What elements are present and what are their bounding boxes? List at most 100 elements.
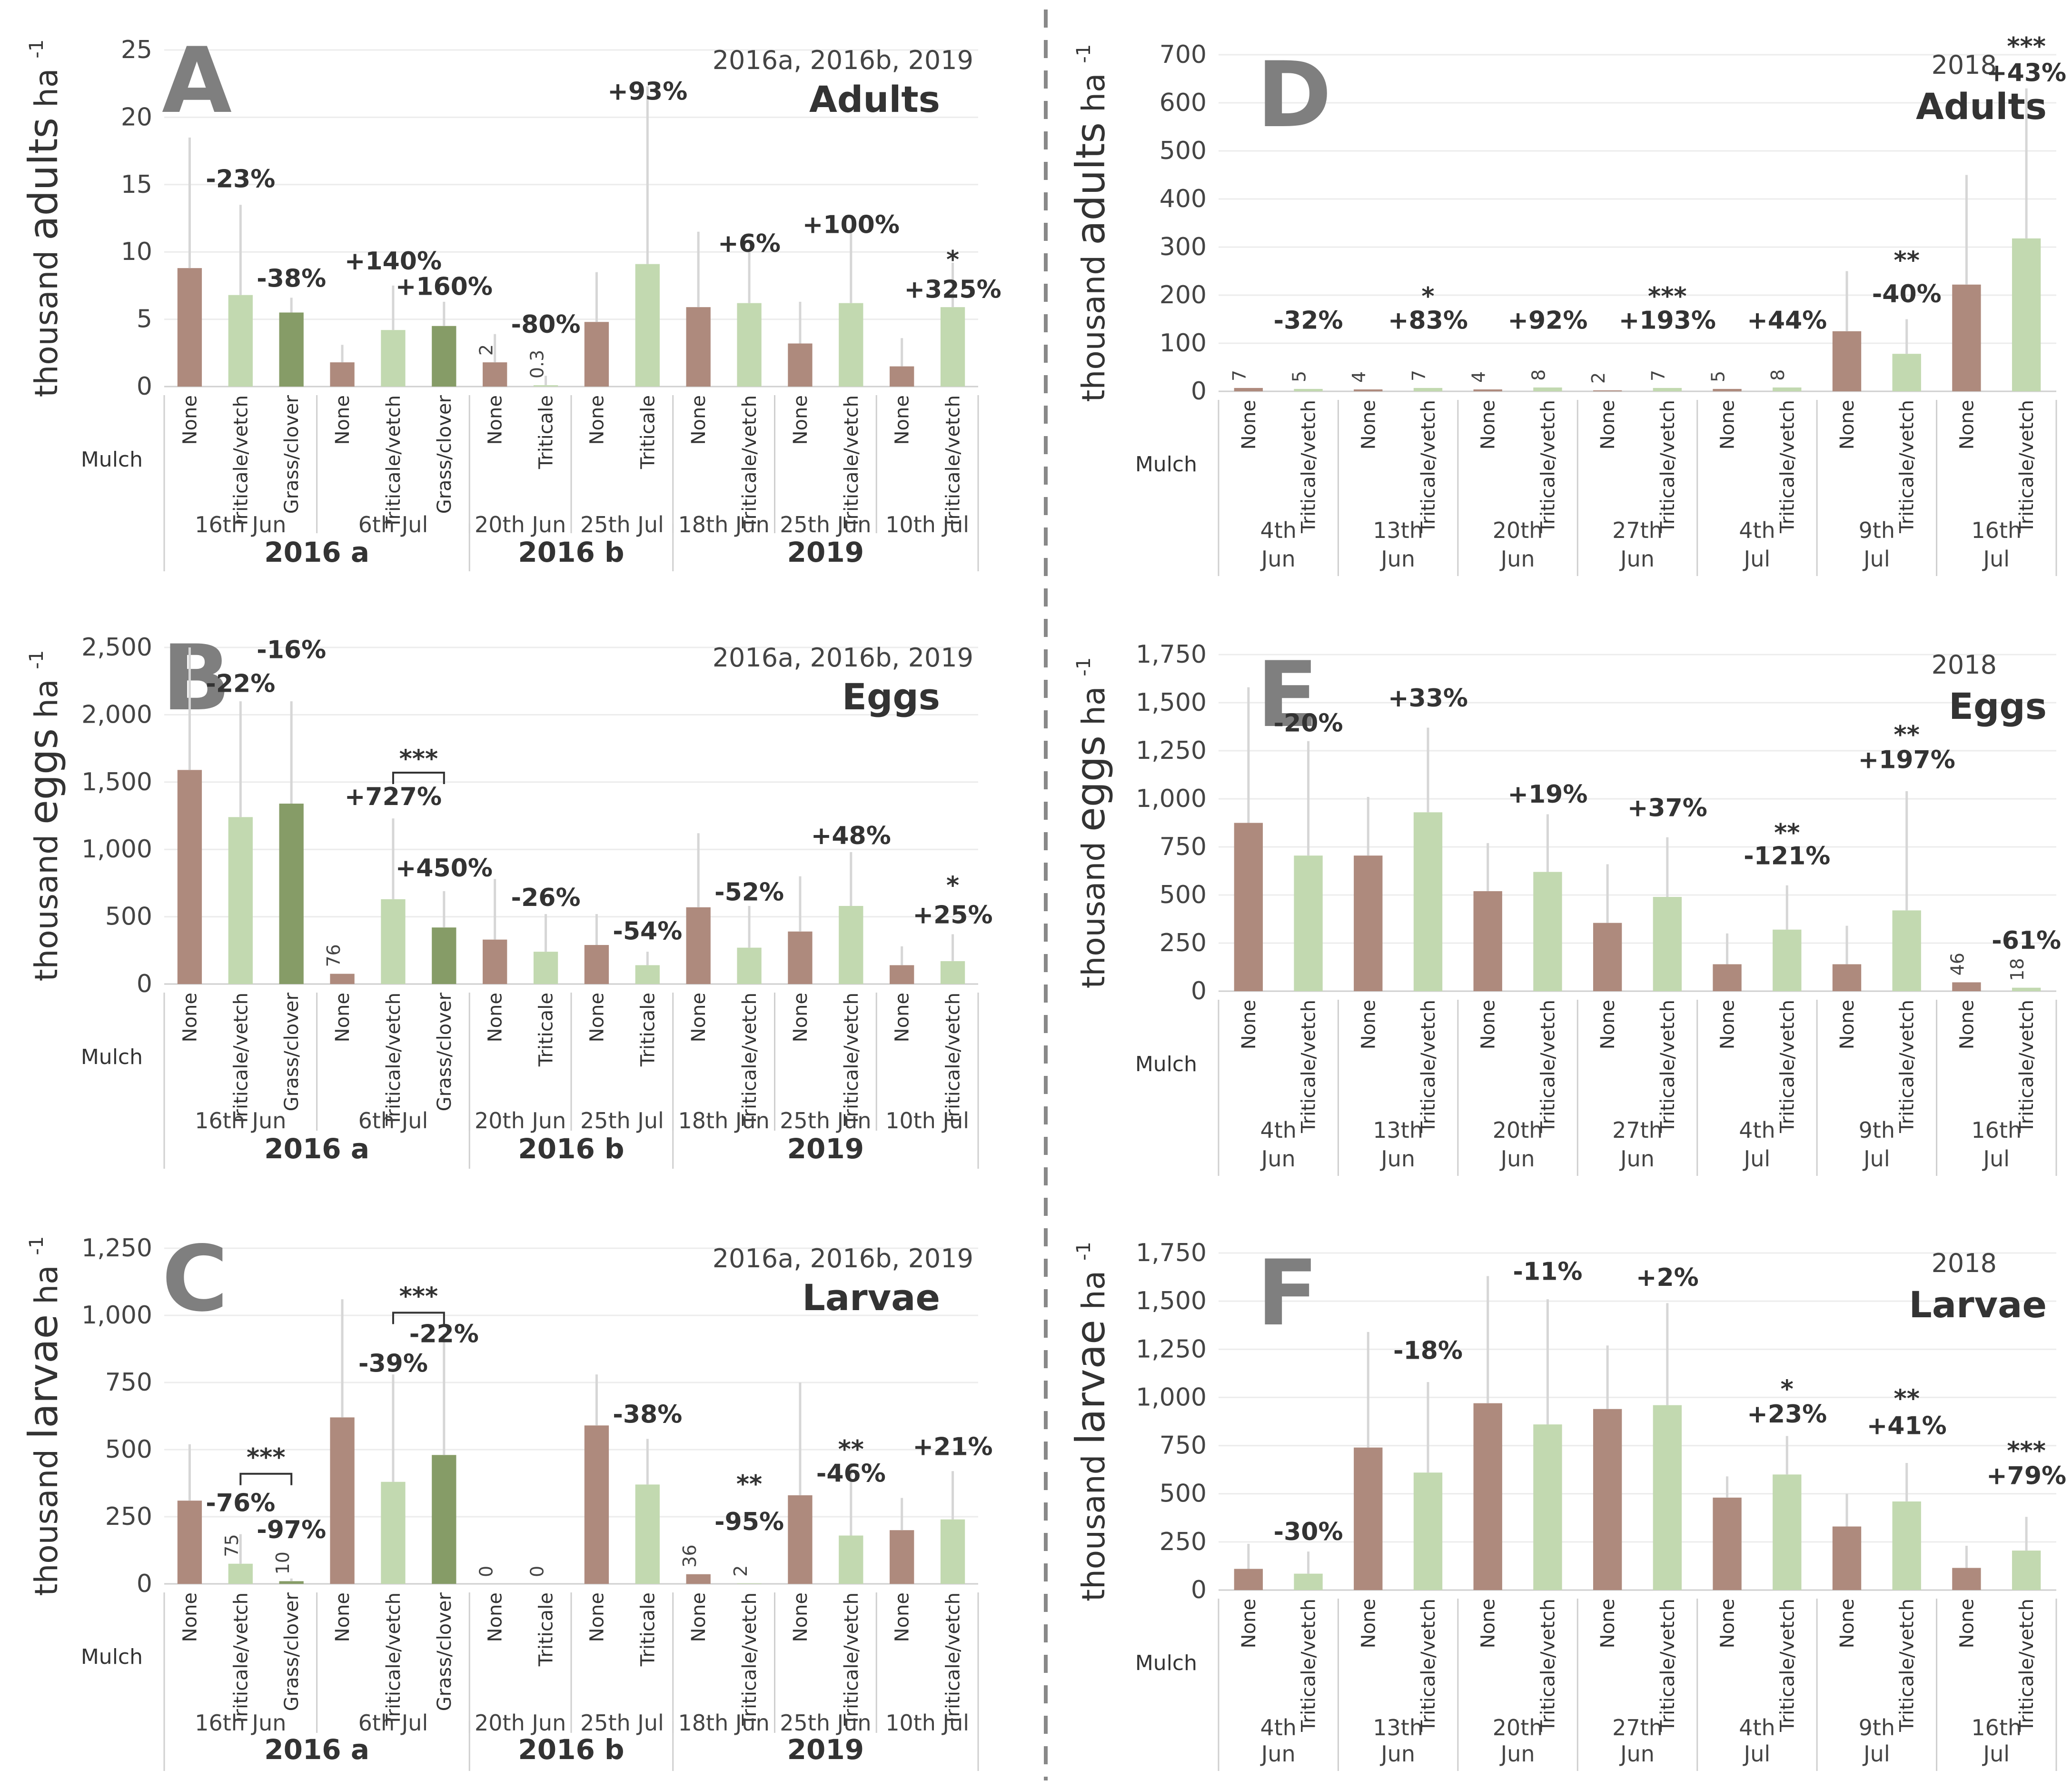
change-annotation: +6% <box>718 229 781 258</box>
date-label: 16th <box>1971 517 2022 543</box>
category-label: Grass/clover <box>434 992 456 1111</box>
category-label: None <box>179 395 201 445</box>
panel-E: 0 250 500 750 1,000 1,250 1,500 1,750 thousand e… <box>1067 640 2061 1176</box>
panel-years: 2016a, 2016b, 2019 <box>713 1243 973 1273</box>
y-tick-label: 15 <box>121 170 152 199</box>
y-tick-label: 1,250 <box>1136 1335 1207 1363</box>
y-tick-label: 1,750 <box>1136 640 1207 669</box>
category-label: Triticale/vetch <box>1418 1599 1439 1732</box>
mulch-label: Mulch <box>81 1045 143 1069</box>
change-annotation: +48% <box>811 822 891 850</box>
date-label-month: Jun <box>1619 1146 1655 1172</box>
change-annotation: *** <box>399 745 438 774</box>
bar-group: None Triticale/vetch Grass/clover *** -39%-2… <box>316 1282 479 1736</box>
change-annotation: +79% <box>1986 1462 2066 1490</box>
category-label: None <box>1358 1000 1379 1049</box>
change-annotation: +450% <box>396 854 493 883</box>
category-label: Triticale/vetch <box>230 993 252 1126</box>
bar-group: None Triticale/vetch +48% 25th Jun <box>774 822 891 1134</box>
bar-group: None Triticale/vetch -52% 18th Jun <box>672 833 784 1134</box>
category-label: None <box>1717 1000 1739 1049</box>
bar-group: None Triticale -54% 25th Jul <box>570 914 682 1134</box>
y-axis-title: thousand larvae ha -1 <box>20 1236 67 1596</box>
change-annotation: -121% <box>1744 842 1830 870</box>
panel-letter: A <box>162 28 232 133</box>
category-label: Grass/clover <box>434 395 456 514</box>
significance-bracket <box>392 772 445 784</box>
date-label: 4th <box>1260 1715 1296 1740</box>
bar-group: None Triticale/vetch +21% 10th Jul <box>875 1432 993 1736</box>
bar-group: None Triticale/vetch **-46% 25th Jun <box>774 1382 886 1736</box>
year-group-label: 2016 a <box>264 536 369 568</box>
bar <box>584 1425 609 1584</box>
change-annotation: -39% <box>358 1349 428 1378</box>
bar <box>2012 238 2041 391</box>
bar <box>483 939 507 984</box>
date-label: 6th Jul <box>358 1108 428 1134</box>
category-label: Triticale/vetch <box>942 1592 964 1726</box>
date-label: 25th Jul <box>580 1108 664 1134</box>
date-label: 4th <box>1739 517 1775 543</box>
category-label: Triticale/vetch <box>1657 1599 1679 1732</box>
change-annotation: -11% <box>1513 1258 1582 1286</box>
category-label: Triticale/vetch <box>1537 1599 1559 1732</box>
y-tick-label: 750 <box>1160 1432 1207 1460</box>
date-label: 16th <box>1971 1117 2022 1143</box>
date-label: 13th <box>1373 517 1423 543</box>
date-label-month: Jul <box>1743 1146 1771 1172</box>
date-label: 18th Jun <box>678 1710 770 1736</box>
bar-group: None Triticale/vetch Grass/clover -23% -38% 1… <box>177 137 326 537</box>
category-label: Triticale/vetch <box>1657 1000 1679 1134</box>
change-annotation: -26% <box>511 884 581 912</box>
change-annotation: ** <box>1894 246 1920 275</box>
date-label: 18th Jun <box>678 1108 770 1134</box>
bar <box>2012 1551 2041 1590</box>
change-annotation: +23% <box>1747 1400 1827 1429</box>
y-tick-label: 600 <box>1160 89 1207 117</box>
y-axis-sup: -1 <box>26 40 48 59</box>
date-label-month: Jun <box>1379 546 1415 572</box>
bar <box>1234 388 1263 391</box>
bar-value-label: 8 <box>1528 369 1549 381</box>
category-label: Triticale <box>637 1592 659 1667</box>
bar-group: None Triticale/vetch -20% 4th Jun <box>1234 687 1343 1172</box>
bar <box>1354 389 1383 391</box>
y-axis-unit: ha <box>1075 63 1112 122</box>
category-label: None <box>485 1592 506 1642</box>
change-annotation: -97% <box>257 1516 326 1544</box>
bar <box>1832 1526 1862 1590</box>
date-label: 25th Jul <box>580 512 664 537</box>
category-label: None <box>1956 400 1978 449</box>
bar-group: None Triticale/vetch +6% 18th Jun <box>672 229 781 537</box>
y-axis-main: adults <box>20 118 67 240</box>
bar <box>788 343 813 387</box>
date-label: 20th <box>1493 1715 1543 1740</box>
change-annotation: ** <box>736 1470 762 1499</box>
bar <box>788 1495 813 1584</box>
bar <box>1952 1568 1981 1590</box>
change-annotation: -38% <box>257 265 326 293</box>
panel-stage: Larvae <box>1909 1283 2047 1326</box>
panel-stage: Larvae <box>802 1276 940 1319</box>
bar-group: 4 None 8 Triticale/vetch +92% 20th Jun <box>1457 307 1587 576</box>
category-label: Triticale/vetch <box>1896 1000 1918 1134</box>
bar <box>635 1484 660 1584</box>
date-label: 4th <box>1739 1117 1775 1143</box>
category-label: None <box>790 993 812 1042</box>
bar-value-label: 2 <box>476 344 497 356</box>
date-label: 20th Jun <box>475 1710 566 1736</box>
date-label-month: Jun <box>1260 546 1296 572</box>
bar <box>1593 390 1622 391</box>
panel-stage: Eggs <box>1949 685 2047 727</box>
date-label: 25th Jun <box>780 1108 871 1134</box>
panel-letter: C <box>162 1226 228 1332</box>
change-annotation: -54% <box>613 917 682 946</box>
bar <box>940 961 965 984</box>
category-label: Triticale/vetch <box>1298 1000 1320 1134</box>
bar-group: 0 None 0 Triticale 20th Jun <box>468 1566 566 1736</box>
bar-value-label: 46 <box>1947 953 1968 975</box>
date-label: 20th Jun <box>475 512 566 537</box>
bar-value-label: 10 <box>272 1551 293 1574</box>
